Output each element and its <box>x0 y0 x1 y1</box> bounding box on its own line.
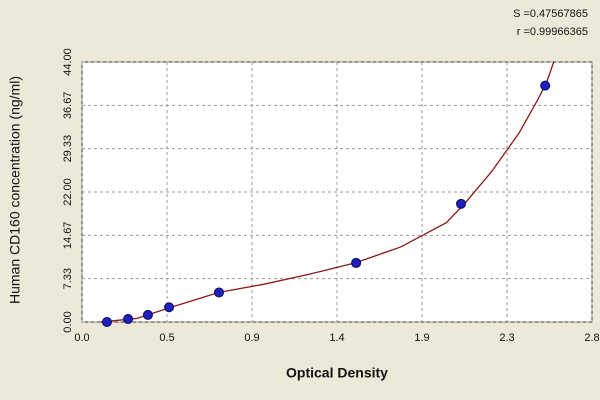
data-point <box>142 309 153 320</box>
data-point <box>456 198 467 209</box>
y-tick-label: 29.33 <box>62 135 74 163</box>
annotation: r =0.99966365 <box>517 26 588 38</box>
data-point <box>351 257 362 268</box>
y-tick-label: 22.00 <box>62 178 74 206</box>
x-tick-label: 1.4 <box>329 332 344 344</box>
data-point <box>540 80 551 91</box>
fit-curve <box>100 61 555 323</box>
x-tick-label: 0.9 <box>244 332 259 344</box>
x-tick-label: 2.3 <box>499 332 514 344</box>
annotation: S =0.47567865 <box>513 8 588 20</box>
data-point <box>123 314 134 325</box>
data-point <box>101 317 112 327</box>
x-tick-label: 0.0 <box>74 332 89 344</box>
data-point <box>164 302 175 313</box>
y-tick-label: 0.00 <box>62 311 74 332</box>
x-tick-label: 2.8 <box>584 332 599 344</box>
y-tick-label: 14.67 <box>62 222 74 250</box>
x-axis-label: Optical Density <box>286 365 388 381</box>
y-tick-label: 44.00 <box>62 48 74 76</box>
x-tick-label: 0.5 <box>159 332 174 344</box>
y-tick-label: 7.33 <box>62 268 74 289</box>
y-tick-label: 36.67 <box>62 92 74 120</box>
data-point <box>213 287 224 298</box>
x-tick-label: 1.9 <box>414 332 429 344</box>
y-axis-label: Human CD160 concentration (ng/ml) <box>7 76 23 304</box>
